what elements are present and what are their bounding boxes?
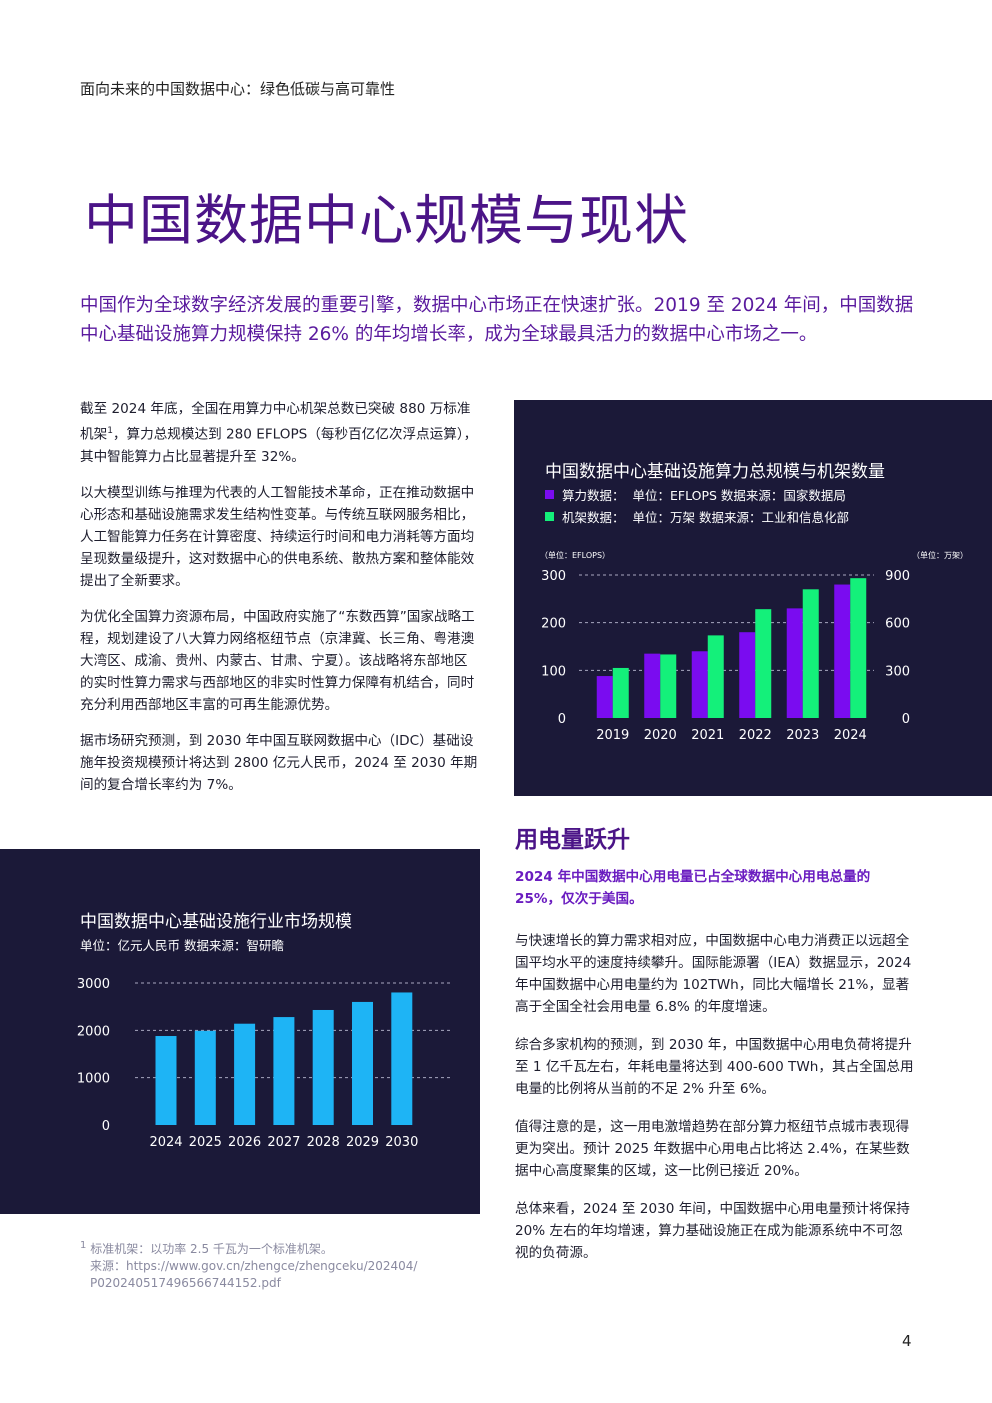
x-tick-label: 2029 (346, 1135, 379, 1150)
chart-unit-source: 单位：亿元人民币 数据来源：智研瞻 (80, 938, 284, 953)
bar-market-size (194, 1030, 216, 1125)
x-tick-label: 2023 (786, 728, 819, 743)
paragraph-hub-cities: 值得注意的是，这一用电激增趋势在部分算力枢纽节点城市表现得更为突出。预计 202… (515, 1119, 910, 1179)
footnote-source: 来源：https://www.gov.cn/zhengce/zhengceku/… (90, 1259, 418, 1273)
y-tick-label: 3000 (77, 977, 110, 992)
y-tick-label: 0 (102, 1119, 110, 1134)
x-tick-label: 2024 (149, 1135, 182, 1150)
left-tick-label: 200 (541, 617, 566, 632)
section-title: 用电量跃升 (515, 827, 630, 853)
bar-racks (850, 578, 867, 718)
bar-market-size (234, 1023, 256, 1125)
x-tick-label: 2028 (307, 1135, 340, 1150)
footnote-text: 标准机架：以功率 2.5 千瓦为一个标准机架。 (90, 1242, 333, 1256)
bar-compute (786, 608, 803, 718)
right-tick-label: 600 (885, 617, 910, 632)
legend-label: 机架数据： (562, 510, 625, 525)
bar-compute (691, 651, 708, 718)
bar-compute (834, 584, 851, 718)
legend-swatch-green (545, 512, 554, 521)
right-axis-unit: （单位：万架） (912, 550, 968, 560)
footnote-number: 1 (80, 1240, 87, 1251)
paragraph-summary: 总体来看，2024 至 2030 年间，中国数据中心用电量预计将保持 20% 左… (515, 1201, 910, 1261)
market-size-bar-chart: 0 1000 2000 3000 2024 2025 2026 2027 2028 2029 203… (77, 977, 450, 1150)
x-tick-label: 2024 (834, 728, 867, 743)
left-tick-label: 300 (541, 569, 566, 584)
page-title: 中国数据中心规模与现状 (84, 189, 689, 252)
footnote-source-file: P020240517496566744152.pdf (90, 1276, 281, 1290)
bar-compute (596, 676, 613, 718)
market-size-chart-panel: 中国数据中心基础设施行业市场规模 单位：亿元人民币 数据来源：智研瞻 0 1000… (0, 849, 480, 1214)
section-highlight: 2024 年中国数据中心用电量已占全球数据中心用电总量的 25%，仅次于美国。 (515, 869, 871, 907)
intro-paragraph: 中国作为全球数字经济发展的重要引擎，数据中心市场正在快速扩张。2019 至 20… (80, 295, 914, 345)
paragraph-text: ，算力总规模达到 280 EFLOPS（每秒百亿亿次浮点运算），其中智能算力占比… (80, 426, 478, 465)
x-tick-label: 2027 (267, 1135, 300, 1150)
compute-rack-chart-panel: 中国数据中心基础设施算力总规模与机架数量 算力数据： 单位：EFLOPS 数据来… (514, 400, 992, 796)
chart-title: 中国数据中心基础设施算力总规模与机架数量 (545, 462, 885, 482)
left-tick-label: 0 (558, 712, 566, 727)
paragraph-ai-revolution: 以大模型训练与推理为代表的人工智能技术革命，正在推动数据中心形态和基础设施需求发… (80, 484, 475, 589)
x-tick-label: 2022 (739, 728, 772, 743)
x-tick-label: 2021 (691, 728, 724, 743)
running-header: 面向未来的中国数据中心：绿色低碳与高可靠性 (80, 80, 396, 98)
legend-detail: 单位：万架 数据来源：工业和信息化部 (632, 510, 849, 525)
bar-compute (739, 632, 756, 718)
left-column: 截至 2024 年底，全国在用算力中心机架总数已突破 880 万标准机架1，算力… (80, 398, 480, 810)
left-axis-unit: （单位：EFLOPS） (540, 550, 610, 560)
footnote-definition: 1 标准机架：以功率 2.5 千瓦为一个标准机架。 (80, 1237, 480, 1258)
x-tick-label: 2019 (596, 728, 629, 743)
power-section: 用电量跃升 2024 年中国数据中心用电量已占全球数据中心用电总量的 25%，仅… (515, 820, 915, 1280)
x-tick-label: 2026 (228, 1135, 261, 1150)
paragraph-power-growth: 与快速增长的算力需求相对应，中国数据中心电力消费正以远超全国平均水平的速度持续攀… (515, 933, 912, 1015)
bar-market-size (352, 1001, 373, 1125)
paragraph-east-west: 为优化全国算力资源布局，中国政府实施了“东数西算”国家战略工程，规划建设了八大算… (80, 608, 475, 713)
legend-swatch-purple (545, 490, 554, 499)
bar-racks (660, 654, 677, 718)
right-tick-label: 900 (885, 569, 910, 584)
legend-detail: 单位：EFLOPS 数据来源：国家数据局 (632, 488, 846, 503)
left-tick-label: 100 (541, 664, 566, 679)
compute-rack-bar-chart: （单位：EFLOPS） （单位：万架） 0 100 200 300 0 300 600 900… (540, 550, 968, 743)
legend-item-compute: 算力数据： 单位：EFLOPS 数据来源：国家数据局 (545, 485, 846, 504)
bar-market-size (273, 1017, 295, 1125)
chart-title: 中国数据中心基础设施行业市场规模 (80, 912, 352, 932)
right-tick-label: 300 (885, 664, 910, 679)
x-tick-label: 2020 (644, 728, 677, 743)
footnote: 1 标准机架：以功率 2.5 千瓦为一个标准机架。 来源：https://www… (80, 1237, 480, 1292)
footnote-ref: 1 (107, 426, 113, 436)
bar-market-size (391, 992, 413, 1125)
legend-label: 算力数据： (562, 488, 625, 503)
paragraph-2030-forecast: 综合多家机构的预测，到 2030 年，中国数据中心用电负荷将提升至 1 亿千瓦左… (515, 1037, 914, 1097)
bar-racks (612, 667, 629, 718)
bar-racks (707, 635, 724, 718)
y-tick-label: 2000 (77, 1024, 110, 1039)
x-tick-label: 2025 (189, 1135, 222, 1150)
legend-item-racks: 机架数据： 单位：万架 数据来源：工业和信息化部 (545, 507, 849, 526)
bar-compute (644, 653, 661, 718)
bar-racks (802, 589, 819, 718)
x-tick-label: 2030 (385, 1135, 418, 1150)
page-number: 4 (902, 1332, 912, 1350)
paragraph-text: 截至 2024 年底，全国在用算力中心机架总数已突破 880 万标准机架 (80, 401, 471, 443)
right-tick-label: 0 (902, 712, 910, 727)
y-tick-label: 1000 (77, 1072, 110, 1087)
bar-racks (755, 609, 772, 718)
bar-market-size (312, 1009, 334, 1125)
paragraph-rack-count: 截至 2024 年底，全国在用算力中心机架总数已突破 880 万标准机架1，算力… (80, 398, 480, 468)
bar-market-size (155, 1036, 177, 1125)
paragraph-idc-forecast: 据市场研究预测，到 2030 年中国互联网数据中心（IDC）基础设施年投资规模预… (80, 732, 478, 793)
